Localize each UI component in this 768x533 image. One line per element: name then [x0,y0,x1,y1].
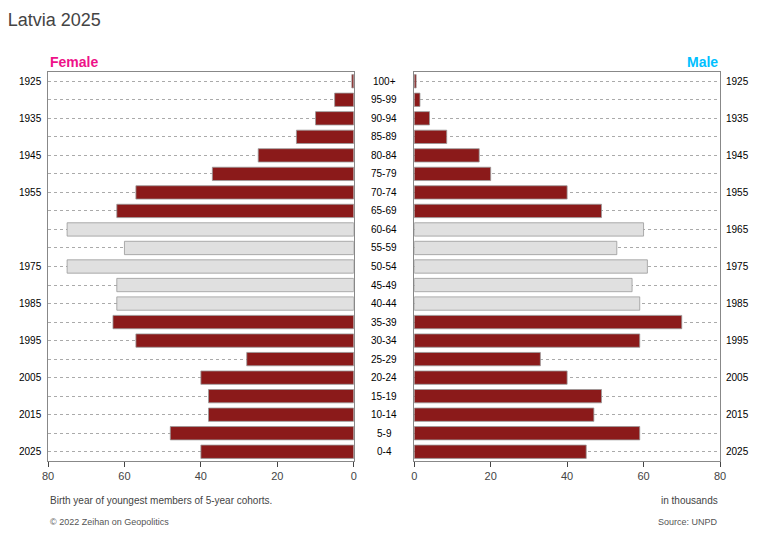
svg-text:30-34: 30-34 [371,335,397,346]
svg-text:40: 40 [561,470,573,482]
svg-text:1985: 1985 [19,298,42,309]
svg-text:10-14: 10-14 [371,409,397,420]
svg-text:45-49: 45-49 [371,280,397,291]
svg-text:90-94: 90-94 [371,113,397,124]
svg-text:Latvia 2025: Latvia 2025 [8,10,101,30]
svg-text:1945: 1945 [726,150,749,161]
svg-text:1995: 1995 [19,335,42,346]
svg-text:0: 0 [351,470,357,482]
svg-text:0-4: 0-4 [377,446,392,457]
svg-text:1955: 1955 [19,187,42,198]
svg-text:1925: 1925 [19,76,42,87]
svg-text:40: 40 [195,470,207,482]
svg-text:2025: 2025 [726,446,749,457]
svg-text:2025: 2025 [19,446,42,457]
svg-text:15-19: 15-19 [371,391,397,402]
svg-text:1975: 1975 [726,261,749,272]
svg-text:60-64: 60-64 [371,224,397,235]
svg-text:65-69: 65-69 [371,205,397,216]
svg-text:2015: 2015 [19,409,42,420]
svg-text:1975: 1975 [19,261,42,272]
svg-text:40-44: 40-44 [371,298,397,309]
svg-text:95-99: 95-99 [371,94,397,105]
svg-text:Female: Female [50,54,98,70]
svg-text:60: 60 [637,470,649,482]
svg-text:85-89: 85-89 [371,131,397,142]
svg-text:Birth year of youngest members: Birth year of youngest members of 5-year… [50,495,272,506]
svg-text:80-84: 80-84 [371,150,397,161]
svg-text:100+: 100+ [373,76,396,87]
svg-text:80: 80 [714,470,726,482]
svg-text:1945: 1945 [19,150,42,161]
svg-text:2015: 2015 [726,409,749,420]
svg-text:50-54: 50-54 [371,261,397,272]
svg-text:1995: 1995 [726,335,749,346]
svg-text:1965: 1965 [726,224,749,235]
svg-text:2005: 2005 [19,372,42,383]
svg-text:0: 0 [411,470,417,482]
svg-text:20-24: 20-24 [371,372,397,383]
svg-text:70-74: 70-74 [371,187,397,198]
svg-text:75-79: 75-79 [371,168,397,179]
svg-text:80: 80 [42,470,54,482]
svg-text:20: 20 [485,470,497,482]
svg-text:1935: 1935 [726,113,749,124]
svg-text:5-9: 5-9 [377,428,392,439]
svg-text:1955: 1955 [726,187,749,198]
svg-text:Male: Male [687,54,718,70]
svg-text:in thousands: in thousands [661,495,718,506]
svg-text:2005: 2005 [726,372,749,383]
svg-text:1985: 1985 [726,298,749,309]
svg-text:Source: UNPD: Source: UNPD [658,517,718,527]
svg-text:25-29: 25-29 [371,354,397,365]
svg-text:1925: 1925 [726,76,749,87]
svg-text:55-59: 55-59 [371,242,397,253]
svg-text:35-39: 35-39 [371,317,397,328]
svg-text:1935: 1935 [19,113,42,124]
svg-text:60: 60 [118,470,130,482]
svg-text:20: 20 [271,470,283,482]
svg-text:© 2022 Zeihan on Geopolitics: © 2022 Zeihan on Geopolitics [50,517,169,527]
